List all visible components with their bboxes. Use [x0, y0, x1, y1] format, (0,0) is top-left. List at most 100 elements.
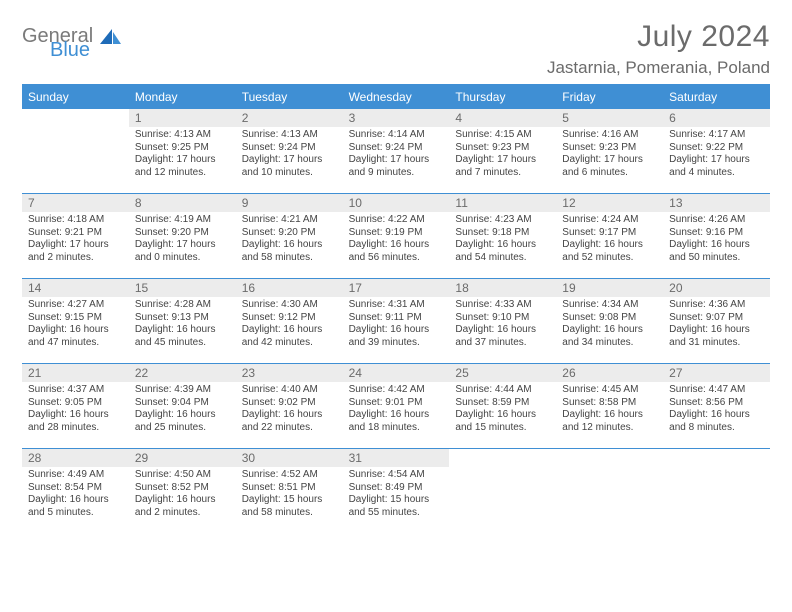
daylight-line: Daylight: 16 hours and 15 minutes.	[455, 409, 550, 434]
sunrise-line: Sunrise: 4:54 AM	[349, 469, 444, 482]
day-info: Sunrise: 4:14 AMSunset: 9:24 PMDaylight:…	[343, 127, 450, 183]
daylight-line: Daylight: 16 hours and 56 minutes.	[349, 239, 444, 264]
sunset-line: Sunset: 9:07 PM	[669, 312, 764, 325]
calendar-cell: 26Sunrise: 4:45 AMSunset: 8:58 PMDayligh…	[556, 364, 663, 448]
day-info: Sunrise: 4:36 AMSunset: 9:07 PMDaylight:…	[663, 297, 770, 353]
weekday-sunday: Sunday	[22, 86, 129, 108]
sunrise-line: Sunrise: 4:16 AM	[562, 129, 657, 142]
day-info: Sunrise: 4:30 AMSunset: 9:12 PMDaylight:…	[236, 297, 343, 353]
daylight-line: Daylight: 16 hours and 22 minutes.	[242, 409, 337, 434]
daylight-line: Daylight: 17 hours and 2 minutes.	[28, 239, 123, 264]
sunset-line: Sunset: 9:11 PM	[349, 312, 444, 325]
calendar-week: 21Sunrise: 4:37 AMSunset: 9:05 PMDayligh…	[22, 363, 770, 448]
calendar-body: 1Sunrise: 4:13 AMSunset: 9:25 PMDaylight…	[22, 108, 770, 533]
day-info: Sunrise: 4:45 AMSunset: 8:58 PMDaylight:…	[556, 382, 663, 438]
day-info: Sunrise: 4:39 AMSunset: 9:04 PMDaylight:…	[129, 382, 236, 438]
sunrise-line: Sunrise: 4:52 AM	[242, 469, 337, 482]
day-number: 23	[236, 364, 343, 382]
day-number: 16	[236, 279, 343, 297]
sunset-line: Sunset: 9:01 PM	[349, 397, 444, 410]
sunset-line: Sunset: 9:20 PM	[242, 227, 337, 240]
day-info: Sunrise: 4:47 AMSunset: 8:56 PMDaylight:…	[663, 382, 770, 438]
sunrise-line: Sunrise: 4:13 AM	[242, 129, 337, 142]
sunrise-line: Sunrise: 4:50 AM	[135, 469, 230, 482]
calendar-cell: 8Sunrise: 4:19 AMSunset: 9:20 PMDaylight…	[129, 194, 236, 278]
calendar-cell: 30Sunrise: 4:52 AMSunset: 8:51 PMDayligh…	[236, 449, 343, 533]
sunrise-line: Sunrise: 4:49 AM	[28, 469, 123, 482]
calendar-cell: 6Sunrise: 4:17 AMSunset: 9:22 PMDaylight…	[663, 109, 770, 193]
daylight-line: Daylight: 16 hours and 58 minutes.	[242, 239, 337, 264]
weekday-thursday: Thursday	[449, 86, 556, 108]
sunset-line: Sunset: 8:49 PM	[349, 482, 444, 495]
day-info: Sunrise: 4:13 AMSunset: 9:25 PMDaylight:…	[129, 127, 236, 183]
day-info: Sunrise: 4:21 AMSunset: 9:20 PMDaylight:…	[236, 212, 343, 268]
sunrise-line: Sunrise: 4:30 AM	[242, 299, 337, 312]
sunset-line: Sunset: 9:23 PM	[562, 142, 657, 155]
calendar-cell: 21Sunrise: 4:37 AMSunset: 9:05 PMDayligh…	[22, 364, 129, 448]
day-info: Sunrise: 4:22 AMSunset: 9:19 PMDaylight:…	[343, 212, 450, 268]
calendar-cell: 13Sunrise: 4:26 AMSunset: 9:16 PMDayligh…	[663, 194, 770, 278]
sunset-line: Sunset: 9:20 PM	[135, 227, 230, 240]
day-info: Sunrise: 4:26 AMSunset: 9:16 PMDaylight:…	[663, 212, 770, 268]
sunrise-line: Sunrise: 4:23 AM	[455, 214, 550, 227]
daylight-line: Daylight: 16 hours and 42 minutes.	[242, 324, 337, 349]
day-number: 6	[663, 109, 770, 127]
calendar-cell: 1Sunrise: 4:13 AMSunset: 9:25 PMDaylight…	[129, 109, 236, 193]
weekday-header: Sunday Monday Tuesday Wednesday Thursday…	[22, 86, 770, 108]
sunrise-line: Sunrise: 4:33 AM	[455, 299, 550, 312]
sunset-line: Sunset: 9:13 PM	[135, 312, 230, 325]
sunset-line: Sunset: 9:12 PM	[242, 312, 337, 325]
day-number: 13	[663, 194, 770, 212]
weekday-saturday: Saturday	[663, 86, 770, 108]
daylight-line: Daylight: 16 hours and 12 minutes.	[562, 409, 657, 434]
calendar-cell: 2Sunrise: 4:13 AMSunset: 9:24 PMDaylight…	[236, 109, 343, 193]
sunset-line: Sunset: 8:51 PM	[242, 482, 337, 495]
sunset-line: Sunset: 9:22 PM	[669, 142, 764, 155]
daylight-line: Daylight: 16 hours and 31 minutes.	[669, 324, 764, 349]
sunrise-line: Sunrise: 4:18 AM	[28, 214, 123, 227]
day-number: 15	[129, 279, 236, 297]
calendar-cell: 28Sunrise: 4:49 AMSunset: 8:54 PMDayligh…	[22, 449, 129, 533]
day-info: Sunrise: 4:33 AMSunset: 9:10 PMDaylight:…	[449, 297, 556, 353]
daylight-line: Daylight: 17 hours and 6 minutes.	[562, 154, 657, 179]
day-number: 8	[129, 194, 236, 212]
sunset-line: Sunset: 9:08 PM	[562, 312, 657, 325]
brand-logo: General Blue	[22, 26, 122, 59]
daylight-line: Daylight: 16 hours and 2 minutes.	[135, 494, 230, 519]
day-number: 10	[343, 194, 450, 212]
calendar-cell: 20Sunrise: 4:36 AMSunset: 9:07 PMDayligh…	[663, 279, 770, 363]
day-number: 21	[22, 364, 129, 382]
day-number: 17	[343, 279, 450, 297]
sunrise-line: Sunrise: 4:44 AM	[455, 384, 550, 397]
calendar-cell: 25Sunrise: 4:44 AMSunset: 8:59 PMDayligh…	[449, 364, 556, 448]
day-number: 12	[556, 194, 663, 212]
sunrise-line: Sunrise: 4:39 AM	[135, 384, 230, 397]
day-number: 14	[22, 279, 129, 297]
title-block: July 2024 Jastarnia, Pomerania, Poland	[547, 20, 770, 78]
sunset-line: Sunset: 9:21 PM	[28, 227, 123, 240]
calendar-cell: 11Sunrise: 4:23 AMSunset: 9:18 PMDayligh…	[449, 194, 556, 278]
calendar-cell: 3Sunrise: 4:14 AMSunset: 9:24 PMDaylight…	[343, 109, 450, 193]
month-title: July 2024	[547, 20, 770, 54]
daylight-line: Daylight: 16 hours and 28 minutes.	[28, 409, 123, 434]
calendar-cell: 19Sunrise: 4:34 AMSunset: 9:08 PMDayligh…	[556, 279, 663, 363]
day-info: Sunrise: 4:44 AMSunset: 8:59 PMDaylight:…	[449, 382, 556, 438]
calendar-cell: 17Sunrise: 4:31 AMSunset: 9:11 PMDayligh…	[343, 279, 450, 363]
day-number: 31	[343, 449, 450, 467]
calendar-cell: 9Sunrise: 4:21 AMSunset: 9:20 PMDaylight…	[236, 194, 343, 278]
daylight-line: Daylight: 15 hours and 55 minutes.	[349, 494, 444, 519]
header: General Blue July 2024 Jastarnia, Pomera…	[22, 20, 770, 78]
calendar-week: 1Sunrise: 4:13 AMSunset: 9:25 PMDaylight…	[22, 108, 770, 193]
sunrise-line: Sunrise: 4:19 AM	[135, 214, 230, 227]
sunrise-line: Sunrise: 4:42 AM	[349, 384, 444, 397]
calendar-page: General Blue July 2024 Jastarnia, Pomera…	[0, 0, 792, 553]
sunrise-line: Sunrise: 4:34 AM	[562, 299, 657, 312]
sunrise-line: Sunrise: 4:31 AM	[349, 299, 444, 312]
day-number: 28	[22, 449, 129, 467]
day-info: Sunrise: 4:15 AMSunset: 9:23 PMDaylight:…	[449, 127, 556, 183]
calendar-cell: 15Sunrise: 4:28 AMSunset: 9:13 PMDayligh…	[129, 279, 236, 363]
sunset-line: Sunset: 9:10 PM	[455, 312, 550, 325]
calendar-cell: 22Sunrise: 4:39 AMSunset: 9:04 PMDayligh…	[129, 364, 236, 448]
calendar-week: 14Sunrise: 4:27 AMSunset: 9:15 PMDayligh…	[22, 278, 770, 363]
daylight-line: Daylight: 17 hours and 4 minutes.	[669, 154, 764, 179]
